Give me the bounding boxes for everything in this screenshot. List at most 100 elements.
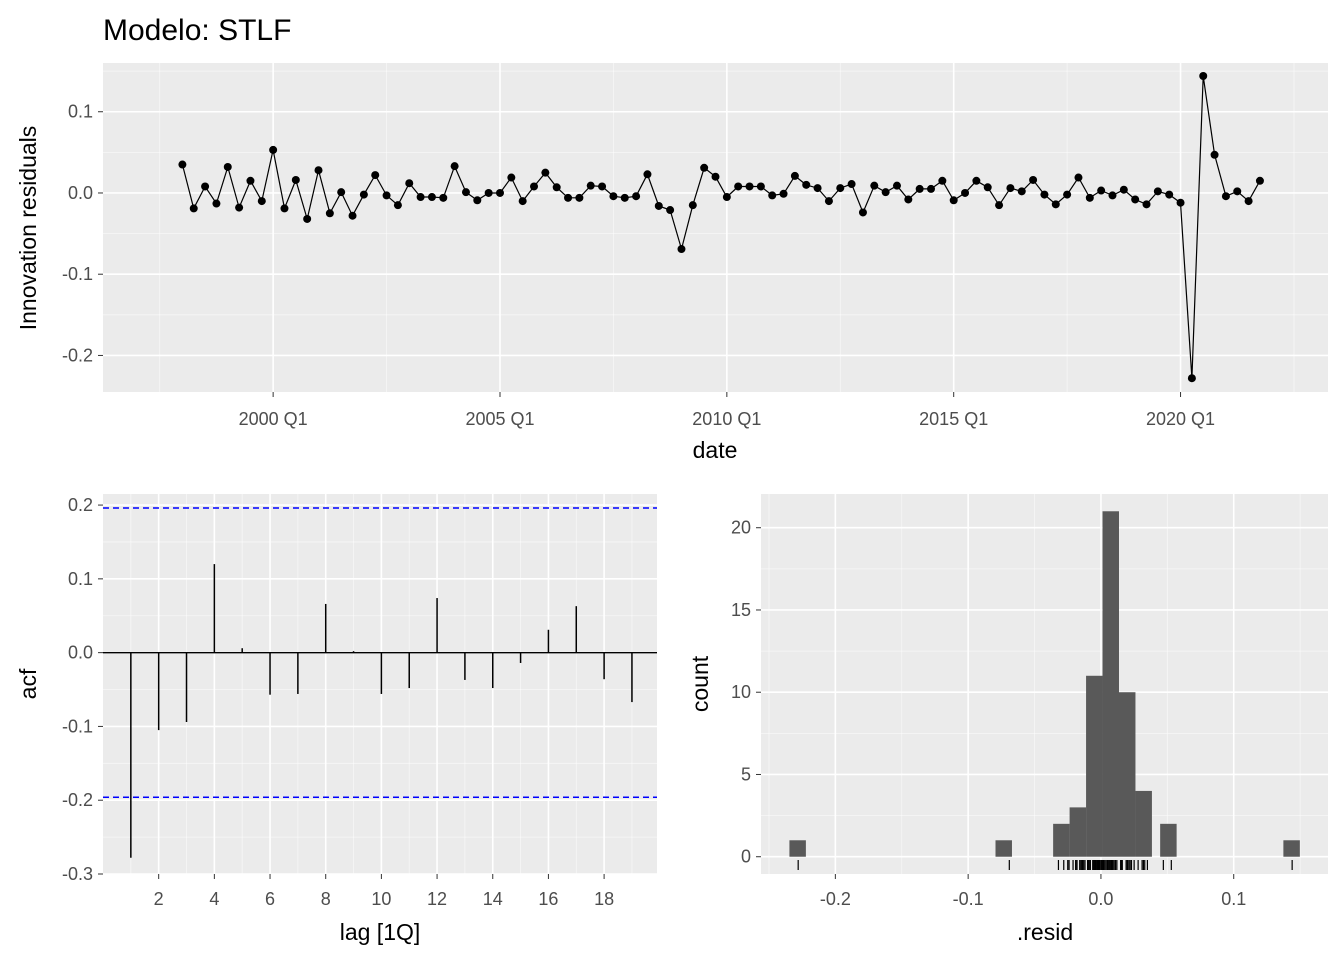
y-tick-label: -0.1 [62, 264, 93, 284]
residual-point [972, 176, 981, 185]
acf-panel: 2 4 6 8 10 12 14 16 18 0.2 0.1 0.0 -0.1 -0.2 -0.3 lag… [15, 494, 657, 945]
residuals-x-ticks: 2000 Q1 2005 Q1 2010 Q1 2015 Q1 2020 Q1 [239, 392, 1215, 429]
residuals-x-axis-title: date [693, 437, 738, 463]
x-tick-label: 2020 Q1 [1146, 409, 1215, 429]
y-tick-label: 0.0 [68, 643, 93, 663]
residual-point [325, 209, 334, 218]
histogram-bar [1283, 840, 1300, 857]
histogram-bar [1135, 790, 1152, 857]
residual-point [790, 171, 799, 180]
histogram-panel: -0.2 -0.1 0.0 0.1 20 15 10 5 0 .resid count [687, 494, 1328, 945]
histogram-bar [789, 840, 806, 857]
acf-y-axis-title: acf [15, 668, 41, 699]
residual-point [507, 173, 516, 182]
residual-point [836, 184, 845, 193]
residual-point [700, 163, 709, 172]
y-tick-label: 0.2 [68, 495, 93, 515]
residual-point [530, 182, 539, 191]
x-tick-label: -0.2 [820, 889, 851, 909]
residual-point [824, 197, 833, 206]
residual-point [393, 201, 402, 210]
y-tick-label: 0.1 [68, 569, 93, 589]
residual-point [1051, 200, 1060, 209]
histogram-bar [995, 840, 1012, 857]
y-tick-label: 10 [731, 682, 751, 702]
histogram-bar [1053, 823, 1070, 857]
residual-point [1233, 187, 1242, 196]
residual-point [1108, 191, 1117, 200]
residual-point [348, 211, 357, 220]
residual-point [927, 184, 936, 193]
residual-point [1063, 190, 1072, 199]
residual-point [382, 191, 391, 200]
histogram-bar [1069, 807, 1087, 857]
residual-point [1029, 175, 1038, 184]
residual-point [1176, 198, 1185, 207]
histogram-y-axis-title: count [687, 655, 713, 712]
residual-point [881, 188, 890, 197]
residual-point [938, 176, 947, 185]
residual-point [473, 196, 482, 205]
x-tick-label: 8 [321, 889, 331, 909]
histogram-bar [1086, 675, 1103, 857]
residual-point [575, 193, 584, 202]
residual-point [768, 191, 777, 200]
residual-point [450, 162, 459, 171]
residuals-y-ticks: 0.1 0.0 -0.1 -0.2 [62, 102, 103, 365]
residual-point [995, 201, 1004, 210]
residual-point [439, 193, 448, 202]
x-tick-label: -0.1 [953, 889, 984, 909]
residual-point [416, 193, 425, 202]
y-tick-label: -0.3 [62, 864, 93, 884]
residual-point [257, 197, 266, 206]
histogram-x-axis-title: .resid [1017, 919, 1073, 945]
acf-gridlines [103, 494, 657, 875]
residual-point [1244, 197, 1253, 206]
acf-confidence-bounds [103, 507, 657, 799]
residuals-panel-background [103, 63, 1328, 392]
residual-point [235, 203, 244, 212]
y-tick-label: 5 [741, 764, 751, 784]
residual-point [802, 180, 811, 189]
x-tick-label: 0.0 [1088, 889, 1113, 909]
y-tick-label: -0.2 [62, 790, 93, 810]
residual-point [564, 193, 573, 202]
residual-point [870, 181, 879, 190]
residuals-series [178, 71, 1264, 383]
residual-point [518, 197, 527, 206]
residual-point [1119, 185, 1128, 194]
x-tick-label: 2015 Q1 [919, 409, 988, 429]
residual-point [189, 204, 198, 213]
residual-point [1221, 192, 1230, 201]
residual-point [303, 214, 312, 223]
residual-point [246, 176, 255, 185]
y-tick-label: 0 [741, 847, 751, 867]
x-tick-label: 2 [154, 889, 164, 909]
residual-point [1199, 71, 1208, 80]
histogram-bars [789, 511, 1300, 857]
residual-point [1142, 200, 1151, 209]
residual-point [291, 175, 300, 184]
residual-point [1040, 190, 1049, 199]
x-tick-label: 12 [427, 889, 447, 909]
residual-point [405, 179, 414, 188]
residual-point [904, 195, 913, 204]
y-tick-label: -0.2 [62, 345, 93, 365]
residual-point [677, 245, 686, 254]
x-tick-label: 4 [209, 889, 219, 909]
residual-point [1210, 150, 1219, 159]
residual-point [1187, 374, 1196, 383]
residual-point [495, 188, 504, 197]
x-tick-label: 2000 Q1 [239, 409, 308, 429]
residual-point [1131, 195, 1140, 204]
residual-point [337, 188, 346, 197]
residuals-y-axis-title: Innovation residuals [15, 126, 41, 331]
acf-x-ticks: 2 4 6 8 10 12 14 16 18 [154, 874, 614, 909]
residual-point [643, 170, 652, 179]
residual-point [983, 183, 992, 192]
acf-x-axis-title: lag [1Q] [340, 919, 421, 945]
residual-point [1017, 187, 1026, 196]
y-tick-label: 0.1 [68, 102, 93, 122]
histogram-panel-background [761, 494, 1328, 874]
